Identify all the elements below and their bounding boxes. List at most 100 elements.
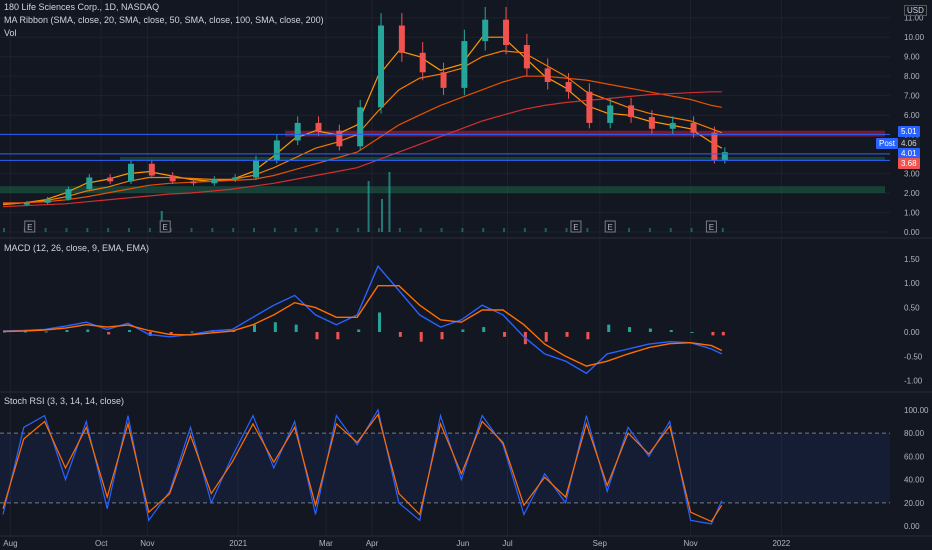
candle-body [44, 198, 51, 203]
macd-histogram-bar [482, 327, 486, 332]
x-tick-label: Jul [502, 539, 512, 548]
volume-bar [357, 228, 360, 232]
zone-support_upper [120, 157, 885, 161]
post-price-tag: 4.06 [898, 138, 920, 149]
earnings-marker-label: E [163, 223, 168, 232]
volume-bar [190, 228, 193, 232]
candle-body [721, 152, 728, 160]
post-badge: Post [876, 138, 899, 149]
x-tick-label: Jun [456, 539, 469, 548]
macd-histogram-bar [711, 331, 715, 336]
candle-body [273, 140, 280, 160]
candle-body [544, 68, 551, 83]
macd-histogram-bar [107, 331, 111, 335]
candle-body [294, 122, 301, 141]
volume-spike [388, 172, 391, 232]
candle-body [523, 45, 530, 69]
macd-tick-label: -0.50 [904, 352, 923, 361]
price-tick-label: 11.00 [904, 14, 924, 23]
macd-histogram-bar [440, 331, 444, 340]
ma-ribbon-legend: MA Ribbon (SMA, close, 20, SMA, close, 5… [4, 15, 324, 25]
volume-bar [523, 228, 526, 232]
macd-macd-line [2, 264, 723, 375]
x-tick-label: Sep [593, 539, 608, 548]
macd-tick-label: 1.00 [904, 279, 920, 288]
volume-bar [440, 228, 443, 232]
volume-bar [721, 228, 724, 232]
macd-histogram-bar [190, 331, 194, 333]
candle-body [148, 163, 155, 176]
price-tick-label: 0.00 [904, 228, 920, 237]
price-tick-label: 6.00 [904, 111, 920, 120]
macd-histogram-bar [461, 329, 465, 332]
macd-tick-label: -1.00 [904, 377, 923, 386]
macd-histogram-bar [294, 324, 298, 332]
volume-bar [503, 228, 506, 232]
volume-bar [586, 228, 589, 232]
candle-body [669, 122, 676, 129]
rsi-tick-label: 20.00 [904, 499, 925, 508]
stoch-rsi-pane [0, 408, 890, 525]
macd-histogram-bar [23, 331, 27, 333]
volume-bar [253, 228, 256, 232]
volume-bar [336, 228, 339, 232]
candle-body [711, 132, 718, 160]
price-tick-label: 8.00 [904, 72, 920, 81]
rsi-tick-label: 80.00 [904, 429, 925, 438]
earnings-marker-label: E [709, 223, 714, 232]
candlesticks [23, 6, 728, 207]
macd-histogram-bar [669, 330, 673, 332]
volume-bar [2, 228, 5, 232]
price-tick-label: 7.00 [904, 92, 920, 101]
symbol-title: 180 Life Sciences Corp., 1D, NASDAQ [4, 2, 160, 12]
candle-body [65, 189, 72, 199]
candle-body [398, 25, 405, 53]
candle-body [86, 177, 93, 190]
candle-body [648, 117, 655, 129]
macd-histogram-bar [607, 324, 611, 332]
x-tick-label: Oct [95, 539, 108, 548]
currency-label: USD [904, 5, 927, 16]
candle-body [169, 175, 176, 182]
candle-body [628, 105, 635, 118]
x-tick-label: Mar [319, 539, 333, 548]
x-tick-label: Aug [3, 539, 17, 548]
price-tick-label: 2.00 [904, 189, 920, 198]
candle-body [503, 19, 510, 46]
zone-resistance [285, 130, 885, 137]
earnings-marker [705, 220, 717, 233]
candle-body [336, 130, 343, 147]
x-tick-label: Apr [366, 539, 379, 548]
volume-bar [669, 228, 672, 232]
stoch-k-line [2, 408, 723, 525]
volume-bar [44, 228, 47, 232]
macd-histogram-bar [86, 329, 90, 332]
candle-body [315, 122, 322, 131]
volume-bar [294, 228, 297, 232]
earnings-marker-label: E [27, 223, 32, 232]
candle-body [419, 52, 426, 73]
volume-bar [398, 228, 401, 232]
macd-histogram-bar [65, 330, 69, 332]
macd-histogram-bar [721, 331, 725, 336]
x-tick-label: 2022 [772, 539, 790, 548]
candle-body [232, 177, 239, 180]
earnings-marker [24, 220, 36, 233]
earnings-marker [604, 220, 616, 233]
volume-bar [461, 228, 464, 232]
volume-bar [690, 228, 693, 232]
volume-bar [273, 228, 276, 232]
candle-body [190, 181, 197, 184]
volume-bar [232, 228, 235, 232]
volume-legend: Vol [4, 28, 17, 38]
macd-histogram-bar [628, 327, 632, 332]
candle-body [211, 179, 218, 184]
macd-histogram-bar [690, 331, 694, 333]
candle-body [357, 107, 364, 147]
macd-histogram-bar [253, 324, 257, 332]
stoch-rsi-legend: Stoch RSI (3, 3, 14, 14, close) [4, 396, 125, 406]
macd-histogram-bar [169, 331, 173, 335]
zone-support_lower [0, 186, 885, 194]
volume-bar [127, 228, 130, 232]
